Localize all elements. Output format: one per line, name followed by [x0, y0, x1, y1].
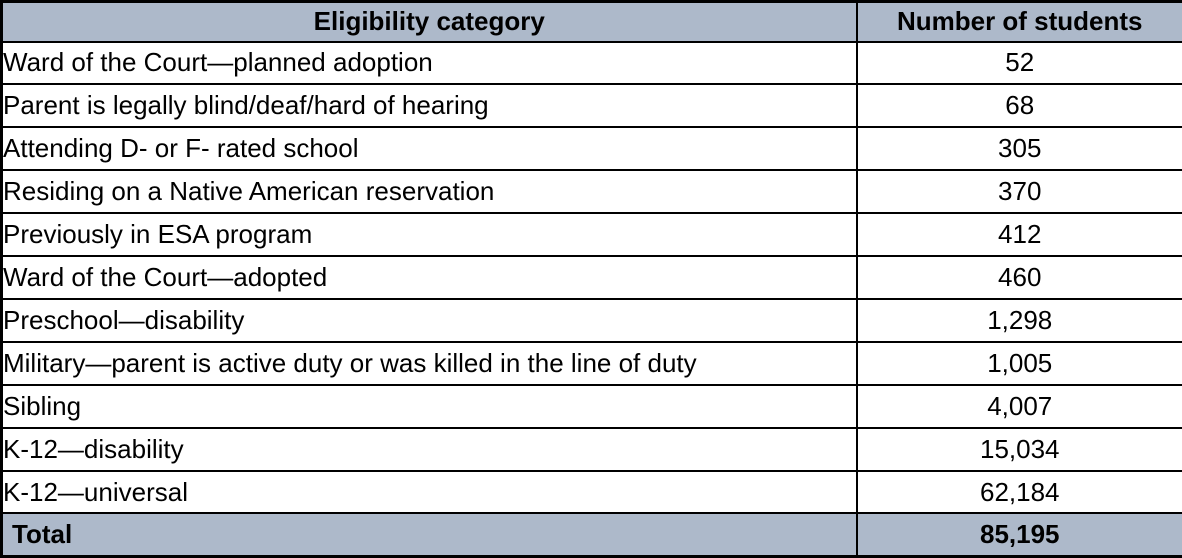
table-row: Ward of the Court—adopted 460 — [0, 255, 1182, 300]
category-cell: Sibling — [0, 383, 858, 429]
total-label-cell: Total — [0, 512, 858, 558]
students-cell: 62,184 — [855, 469, 1182, 515]
students-cell: 1,005 — [855, 340, 1182, 386]
table-row: Sibling 4,007 — [0, 383, 1182, 429]
category-cell: Military—parent is active duty or was ki… — [0, 340, 858, 386]
table-row: Parent is legally blind/deaf/hard of hea… — [0, 83, 1182, 129]
category-cell: Residing on a Native American reservatio… — [0, 169, 858, 215]
students-cell: 370 — [855, 169, 1182, 215]
table-row: Preschool—disability 1,298 — [0, 297, 1182, 343]
total-students-cell: 85,195 — [855, 512, 1182, 558]
students-cell: 52 — [855, 40, 1182, 86]
table-row: K-12—disability 15,034 — [0, 426, 1182, 472]
students-cell: 460 — [855, 255, 1182, 300]
category-cell: Parent is legally blind/deaf/hard of hea… — [0, 83, 858, 129]
category-cell: Preschool—disability — [0, 297, 858, 343]
table-row: Ward of the Court—planned adoption 52 — [0, 40, 1182, 86]
students-cell: 4,007 — [855, 383, 1182, 429]
column-header-eligibility-category: Eligibility category — [0, 0, 858, 43]
table-row: Military—parent is active duty or was ki… — [0, 340, 1182, 386]
total-row: Total 85,195 — [0, 512, 1182, 558]
students-cell: 15,034 — [855, 426, 1182, 472]
category-cell: Previously in ESA program — [0, 212, 858, 258]
table-row: K-12—universal 62,184 — [0, 469, 1182, 515]
students-cell: 412 — [855, 212, 1182, 258]
category-cell: Ward of the Court—adopted — [0, 255, 858, 300]
category-cell: Ward of the Court—planned adoption — [0, 40, 858, 86]
column-header-number-of-students: Number of students — [855, 0, 1182, 43]
category-cell: K-12—universal — [0, 469, 858, 515]
table-row: Previously in ESA program 412 — [0, 212, 1182, 258]
header-row: Eligibility category Number of students — [0, 0, 1182, 43]
category-cell: Attending D- or F- rated school — [0, 126, 858, 172]
table-row: Residing on a Native American reservatio… — [0, 169, 1182, 215]
category-cell: K-12—disability — [0, 426, 858, 472]
students-cell: 68 — [855, 83, 1182, 129]
table-row: Attending D- or F- rated school 305 — [0, 126, 1182, 172]
students-cell: 1,298 — [855, 297, 1182, 343]
students-cell: 305 — [855, 126, 1182, 172]
